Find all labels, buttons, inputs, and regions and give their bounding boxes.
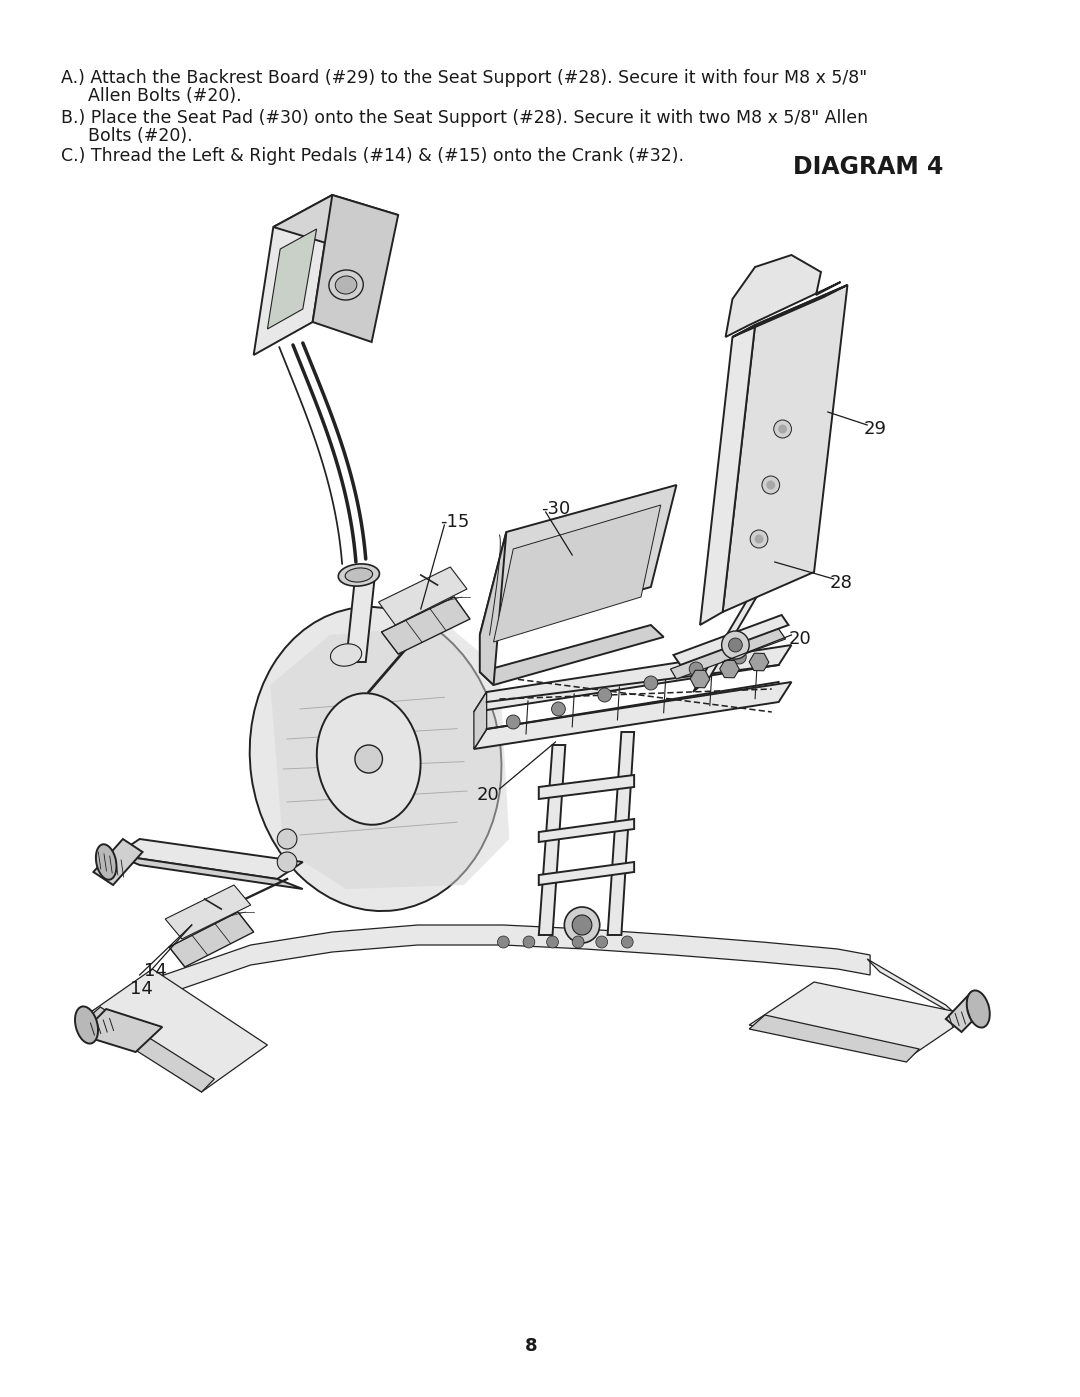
Polygon shape	[494, 504, 661, 643]
Circle shape	[729, 638, 742, 652]
Polygon shape	[539, 862, 634, 886]
Circle shape	[546, 936, 558, 949]
Polygon shape	[480, 485, 676, 636]
Polygon shape	[81, 1009, 162, 1052]
Polygon shape	[480, 532, 507, 685]
Polygon shape	[750, 1016, 919, 1062]
Text: 14: 14	[144, 963, 166, 981]
Polygon shape	[693, 559, 779, 692]
Polygon shape	[732, 285, 848, 337]
Polygon shape	[312, 196, 399, 342]
Polygon shape	[474, 645, 792, 712]
Text: DIAGRAM 4: DIAGRAM 4	[794, 155, 944, 179]
Circle shape	[755, 535, 764, 543]
Polygon shape	[152, 925, 870, 999]
Text: 29: 29	[863, 420, 887, 439]
Polygon shape	[116, 840, 302, 879]
Circle shape	[278, 852, 297, 872]
Polygon shape	[346, 569, 376, 662]
Polygon shape	[726, 256, 840, 337]
Circle shape	[751, 529, 768, 548]
Text: B.) Place the Seat Pad (#30) onto the Seat Support (#28). Secure it with two M8 : B.) Place the Seat Pad (#30) onto the Se…	[60, 109, 868, 127]
Polygon shape	[539, 745, 565, 935]
Polygon shape	[378, 567, 467, 624]
Circle shape	[498, 936, 510, 949]
Text: A.) Attach the Backrest Board (#29) to the Seat Support (#28). Secure it with fo: A.) Attach the Backrest Board (#29) to t…	[60, 68, 867, 87]
Circle shape	[507, 715, 521, 729]
Circle shape	[779, 425, 787, 433]
Text: 28: 28	[829, 574, 853, 592]
Ellipse shape	[330, 644, 362, 666]
Text: -15: -15	[441, 513, 470, 531]
Circle shape	[565, 907, 599, 943]
Polygon shape	[480, 624, 663, 685]
Circle shape	[689, 662, 703, 676]
Ellipse shape	[346, 569, 373, 583]
Polygon shape	[867, 958, 959, 1017]
Circle shape	[732, 650, 746, 664]
Polygon shape	[170, 912, 254, 967]
Ellipse shape	[316, 693, 420, 824]
Circle shape	[523, 936, 535, 949]
Polygon shape	[268, 229, 316, 330]
Ellipse shape	[335, 277, 356, 293]
Text: 14: 14	[130, 981, 152, 997]
Ellipse shape	[967, 990, 989, 1028]
Circle shape	[621, 936, 633, 949]
Ellipse shape	[75, 1006, 98, 1044]
Polygon shape	[674, 615, 788, 665]
Text: 8: 8	[525, 1337, 537, 1355]
Polygon shape	[474, 692, 487, 749]
Circle shape	[355, 745, 382, 773]
Circle shape	[278, 828, 297, 849]
Ellipse shape	[249, 606, 501, 911]
Polygon shape	[93, 840, 143, 886]
Polygon shape	[165, 886, 251, 939]
Text: 20: 20	[477, 787, 500, 805]
Polygon shape	[254, 196, 333, 355]
Polygon shape	[270, 624, 510, 888]
Text: Allen Bolts (#20).: Allen Bolts (#20).	[89, 87, 242, 105]
Text: C.) Thread the Left & Right Pedals (#14) & (#15) onto the Crank (#32).: C.) Thread the Left & Right Pedals (#14)…	[60, 147, 684, 165]
Circle shape	[572, 915, 592, 935]
Ellipse shape	[329, 270, 363, 300]
Polygon shape	[91, 975, 172, 1025]
Circle shape	[552, 703, 565, 717]
Polygon shape	[273, 196, 399, 247]
Polygon shape	[946, 992, 988, 1032]
Polygon shape	[86, 970, 268, 1092]
Polygon shape	[474, 682, 792, 749]
Text: -30: -30	[541, 500, 570, 518]
Circle shape	[596, 936, 608, 949]
Circle shape	[572, 936, 584, 949]
Ellipse shape	[96, 844, 117, 880]
Polygon shape	[750, 982, 971, 1059]
Ellipse shape	[338, 564, 379, 587]
Polygon shape	[671, 629, 785, 679]
Polygon shape	[723, 285, 848, 612]
Polygon shape	[539, 819, 634, 842]
Circle shape	[597, 687, 611, 703]
Polygon shape	[116, 855, 302, 888]
Text: 20: 20	[788, 630, 811, 648]
Polygon shape	[381, 597, 470, 654]
Circle shape	[762, 476, 780, 495]
Polygon shape	[86, 1007, 214, 1092]
Polygon shape	[539, 775, 634, 799]
Circle shape	[721, 631, 750, 659]
Polygon shape	[700, 326, 755, 624]
Circle shape	[773, 420, 792, 439]
Circle shape	[767, 481, 775, 489]
Text: Bolts (#20).: Bolts (#20).	[89, 127, 193, 145]
Polygon shape	[608, 732, 634, 935]
Circle shape	[644, 676, 658, 690]
